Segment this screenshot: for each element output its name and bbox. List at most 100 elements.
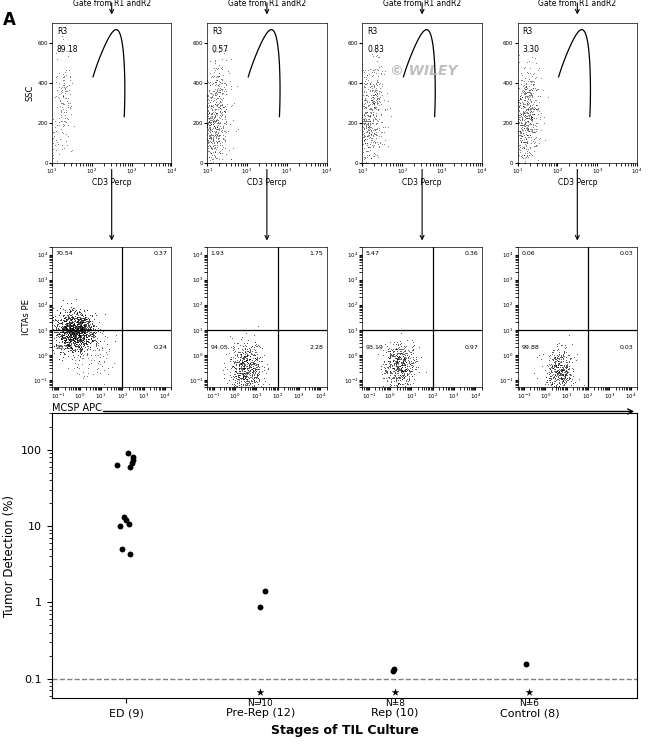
Point: [562, 366, 573, 378]
Point: [245, 354, 255, 366]
Point: [515, 110, 526, 122]
Point: [28, 134, 38, 146]
Point: [203, 137, 214, 149]
Point: [246, 357, 257, 369]
Point: [31, 124, 41, 136]
Point: [25, 149, 36, 161]
Point: [217, 133, 228, 145]
Point: [75, 330, 85, 342]
Point: [367, 89, 378, 101]
Point: [553, 355, 564, 367]
Point: [210, 122, 220, 134]
Point: [214, 120, 225, 132]
Point: [101, 330, 112, 342]
Point: [560, 372, 570, 384]
Point: [213, 101, 223, 113]
Point: [32, 99, 43, 111]
Point: [88, 344, 98, 356]
Point: [23, 149, 33, 161]
Point: [58, 89, 69, 101]
Point: [550, 351, 560, 363]
Point: [19, 142, 29, 154]
Point: [392, 363, 402, 376]
Point: [201, 110, 211, 122]
Point: [64, 318, 75, 330]
Point: [178, 117, 188, 129]
Point: [207, 116, 218, 128]
Point: [62, 86, 72, 98]
Point: [25, 143, 36, 155]
Point: [347, 109, 358, 121]
Point: [23, 155, 34, 167]
Point: [21, 133, 31, 145]
Point: [66, 323, 76, 335]
Point: [400, 377, 410, 389]
Point: [202, 75, 212, 87]
Point: [528, 134, 538, 146]
Point: [23, 134, 33, 146]
Point: [235, 361, 246, 373]
Point: [47, 152, 58, 164]
Point: [381, 364, 391, 376]
Point: [66, 333, 76, 345]
Point: [404, 363, 414, 376]
Point: [23, 156, 33, 168]
Point: [392, 360, 402, 372]
Point: [9, 122, 20, 134]
Point: [561, 369, 571, 381]
Point: [400, 353, 410, 365]
Point: [556, 391, 566, 403]
Point: [23, 121, 34, 133]
Point: [369, 65, 379, 77]
Point: [517, 111, 528, 123]
Point: [553, 367, 564, 379]
Point: [211, 137, 222, 149]
Point: [236, 376, 246, 388]
Point: [246, 376, 256, 388]
Point: [54, 81, 64, 93]
Point: [84, 327, 95, 339]
Point: [552, 366, 563, 378]
Point: [28, 125, 38, 137]
Point: [52, 319, 62, 331]
Point: [344, 107, 354, 119]
Point: [368, 91, 378, 103]
Point: [32, 117, 42, 129]
Point: [59, 326, 70, 338]
Point: [234, 382, 244, 394]
Point: [354, 129, 365, 141]
Point: [73, 327, 83, 339]
Point: [521, 122, 532, 134]
Point: [72, 328, 83, 340]
Point: [228, 360, 239, 372]
Point: [88, 326, 99, 338]
Point: [556, 383, 566, 395]
Point: [344, 107, 355, 119]
Point: [361, 113, 371, 125]
Point: [339, 122, 349, 134]
Point: [75, 333, 86, 345]
Point: [396, 362, 406, 374]
Point: [73, 315, 84, 327]
Point: [397, 388, 408, 400]
Point: [523, 75, 533, 87]
Point: [246, 372, 257, 385]
Point: [357, 93, 367, 105]
Point: [88, 333, 99, 345]
Point: [517, 84, 528, 96]
Point: [555, 361, 566, 373]
Point: [348, 99, 359, 111]
Point: [500, 105, 511, 117]
Point: [363, 109, 373, 121]
Point: [391, 357, 402, 369]
Point: [206, 108, 216, 120]
Point: [55, 133, 66, 145]
Point: [512, 75, 523, 87]
Point: [230, 376, 240, 388]
Point: [236, 363, 246, 376]
Point: [72, 312, 83, 324]
Point: [70, 319, 81, 331]
Point: [404, 363, 414, 376]
Point: [556, 364, 567, 376]
Point: [374, 137, 385, 149]
